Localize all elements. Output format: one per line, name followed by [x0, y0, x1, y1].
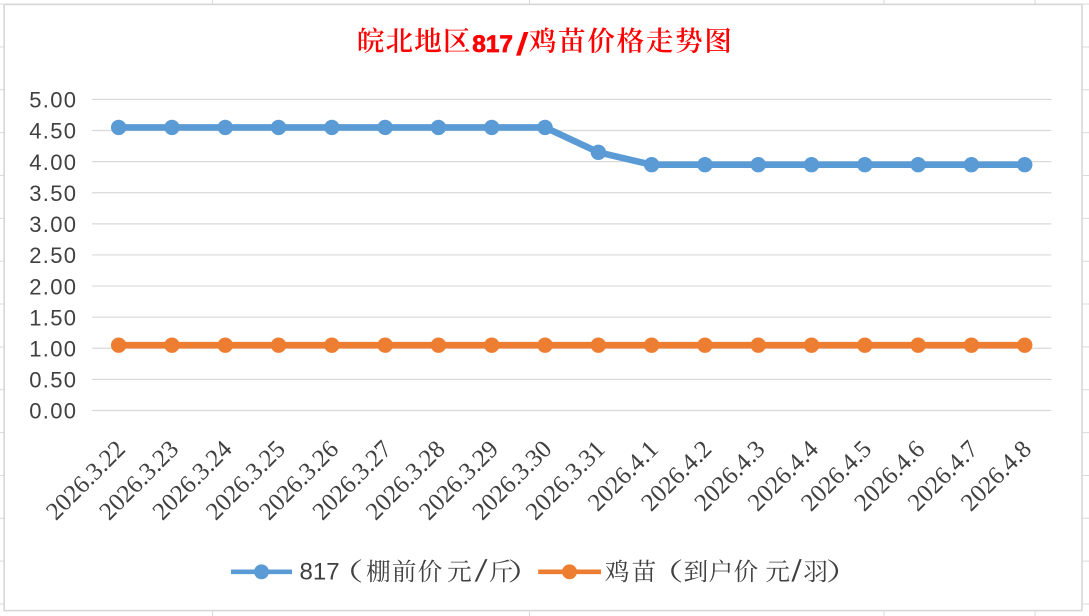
svg-text:2.00: 2.00: [29, 274, 77, 299]
svg-text:3.50: 3.50: [29, 181, 77, 206]
svg-text:817: 817: [472, 31, 513, 58]
svg-text:1.00: 1.00: [29, 336, 77, 361]
svg-text:1.50: 1.50: [29, 305, 77, 330]
svg-text:4.00: 4.00: [29, 150, 77, 175]
svg-text:5.00: 5.00: [29, 88, 77, 113]
svg-text:0.00: 0.00: [29, 399, 77, 424]
svg-text:4.50: 4.50: [29, 119, 77, 144]
svg-text:2.50: 2.50: [29, 243, 77, 268]
svg-text:817: 817: [300, 559, 340, 586]
svg-text:0.50: 0.50: [29, 368, 77, 393]
svg-text:3.00: 3.00: [29, 212, 77, 237]
